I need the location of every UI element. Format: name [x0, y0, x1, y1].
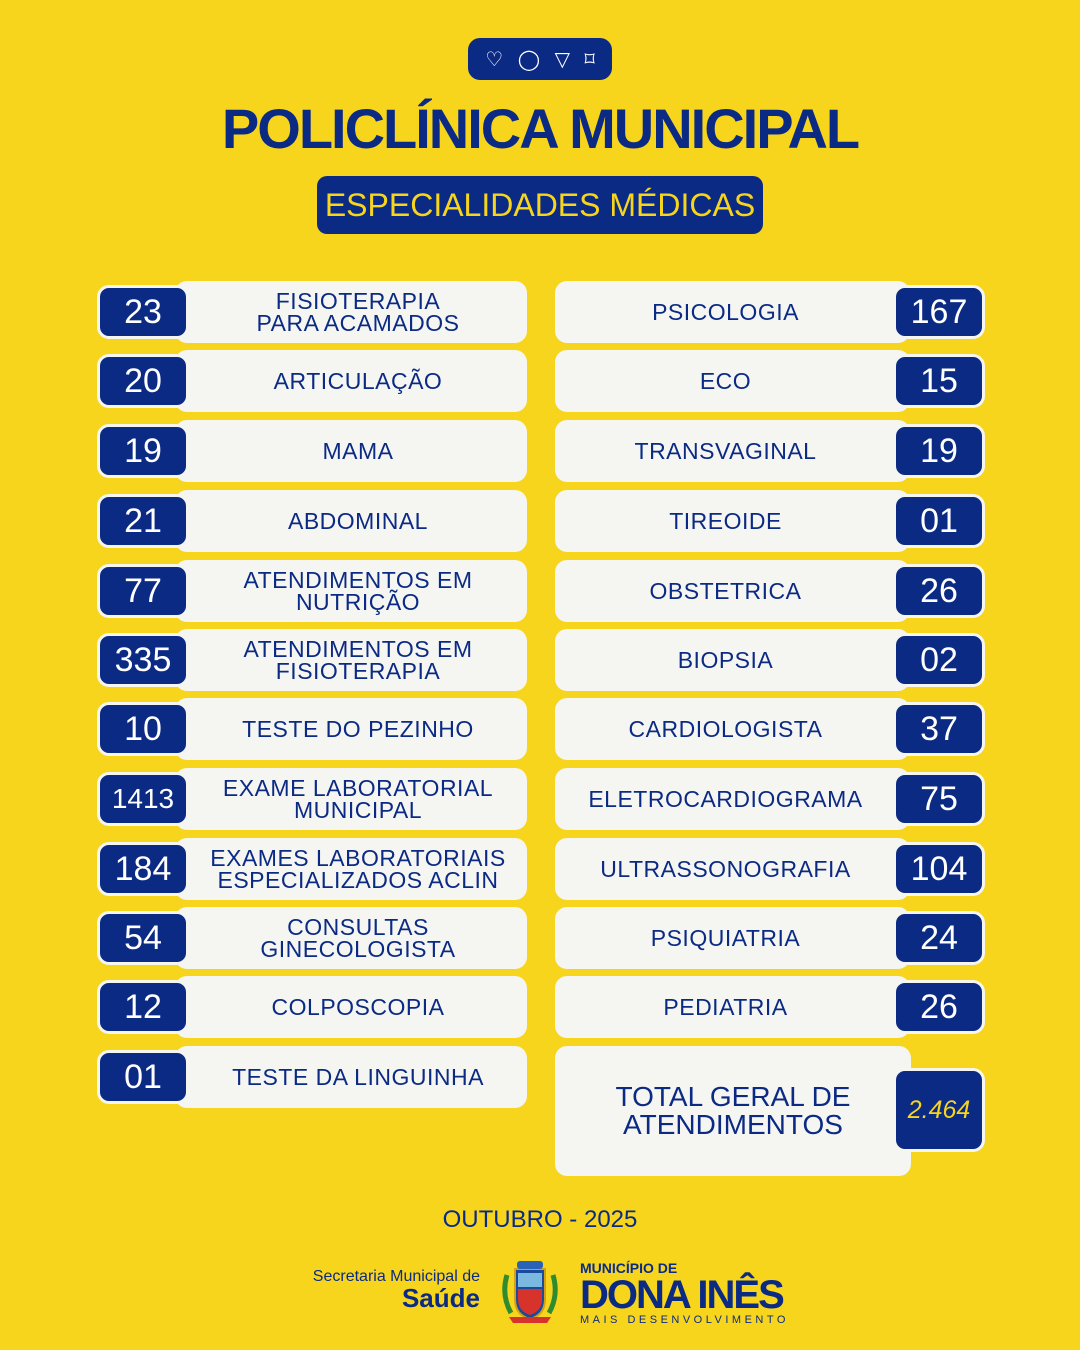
- page-subtitle: ESPECIALIDADES MÉDICAS: [317, 176, 763, 234]
- specialty-label: ECO: [555, 350, 910, 412]
- specialty-count: 77: [97, 564, 189, 618]
- specialty-row: BIOPSIA 02: [555, 629, 985, 691]
- comment-icon: ◯: [517, 47, 541, 71]
- specialty-row: CONSULTAS GINECOLOGISTA 54: [97, 907, 527, 969]
- period: OUTUBRO - 2025: [442, 1206, 638, 1233]
- specialty-row: ATENDIMENTOS EM NUTRIÇÃO 77: [97, 560, 527, 622]
- specialty-label: EXAME LABORATORIAL MUNICIPAL: [175, 768, 527, 830]
- specialty-row: ARTICULAÇÃO 20: [97, 350, 527, 412]
- specialty-row: ULTRASSONOGRAFIA 104: [555, 838, 985, 900]
- specialty-count: 26: [893, 980, 985, 1034]
- social-icons-bar: ♡ ◯ ▽ ⌑: [468, 38, 612, 80]
- specialty-count: 54: [97, 911, 189, 965]
- specialty-row: TESTE DO PEZINHO 10: [97, 698, 527, 760]
- specialty-count: 10: [97, 702, 189, 756]
- specialty-label: TESTE DA LINGUINHA: [175, 1046, 527, 1108]
- specialty-row: MAMA 19: [97, 420, 527, 482]
- specialty-label: ULTRASSONOGRAFIA: [555, 838, 910, 900]
- specialty-label: ATENDIMENTOS EM FISIOTERAPIA: [175, 629, 527, 691]
- specialty-row: PSICOLOGIA 167: [555, 281, 985, 343]
- specialty-row: PEDIATRIA 26: [555, 976, 985, 1038]
- municipio-logo: MUNICÍPIO DE DONA INÊS MAIS DESENVOLVIME…: [580, 1260, 789, 1326]
- specialty-label: ARTICULAÇÃO: [175, 350, 527, 412]
- specialty-label: CARDIOLOGISTA: [555, 698, 910, 760]
- specialty-label: TRANSVAGINAL: [555, 420, 910, 482]
- municipal-crest-icon: [502, 1261, 558, 1323]
- specialty-count: 01: [97, 1050, 189, 1104]
- specialty-label: BIOPSIA: [555, 629, 910, 691]
- specialty-count: 20: [97, 354, 189, 408]
- specialty-label: TESTE DO PEZINHO: [175, 698, 527, 760]
- specialty-label: MAMA: [175, 420, 527, 482]
- specialty-row: ABDOMINAL 21: [97, 490, 527, 552]
- specialty-row: ATENDIMENTOS EM FISIOTERAPIA 335: [97, 629, 527, 691]
- specialty-row: TRANSVAGINAL 19: [555, 420, 985, 482]
- specialty-count: 24: [893, 911, 985, 965]
- specialty-row: TESTE DA LINGUINHA 01: [97, 1046, 527, 1108]
- specialty-label: COLPOSCOPIA: [175, 976, 527, 1038]
- specialty-row: TIREOIDE 01: [555, 490, 985, 552]
- heart-icon: ♡: [485, 47, 504, 71]
- specialty-count: 23: [97, 285, 189, 339]
- specialty-label: EXAMES LABORATORIAIS ESPECIALIZADOS ACLI…: [175, 838, 527, 900]
- specialty-label: ABDOMINAL: [175, 490, 527, 552]
- specialty-count: 19: [893, 424, 985, 478]
- specialty-count: 37: [893, 702, 985, 756]
- specialty-count: 02: [893, 633, 985, 687]
- specialty-label: ATENDIMENTOS EM NUTRIÇÃO: [175, 560, 527, 622]
- specialty-label: PSIQUIATRIA: [555, 907, 910, 969]
- specialty-row: FISIOTERAPIA PARA ACAMADOS 23: [97, 281, 527, 343]
- specialty-count: 19: [97, 424, 189, 478]
- specialty-label: CONSULTAS GINECOLOGISTA: [175, 907, 527, 969]
- specialty-row: ECO 15: [555, 350, 985, 412]
- specialty-count: 167: [893, 285, 985, 339]
- specialty-row: PSIQUIATRIA 24: [555, 907, 985, 969]
- specialty-row: EXAMES LABORATORIAIS ESPECIALIZADOS ACLI…: [97, 838, 527, 900]
- specialty-count: 335: [97, 633, 189, 687]
- specialty-label: PSICOLOGIA: [555, 281, 910, 343]
- specialty-count: 01: [893, 494, 985, 548]
- specialty-label: OBSTETRICA: [555, 560, 910, 622]
- specialty-label: TIREOIDE: [555, 490, 910, 552]
- specialty-count: 12: [97, 980, 189, 1034]
- specialty-count: 104: [893, 842, 985, 896]
- send-icon: ▽: [554, 47, 570, 71]
- total-value: 2.464: [893, 1068, 985, 1152]
- specialty-count: 75: [893, 772, 985, 826]
- specialty-count: 1413: [97, 772, 189, 826]
- specialty-row: OBSTETRICA 26: [555, 560, 985, 622]
- total-label: TOTAL GERAL DE ATENDIMENTOS: [555, 1046, 911, 1176]
- specialty-count: 15: [893, 354, 985, 408]
- specialty-label: PEDIATRIA: [555, 976, 910, 1038]
- bookmark-icon: ⌑: [584, 47, 595, 71]
- specialty-row: EXAME LABORATORIAL MUNICIPAL 1413: [97, 768, 527, 830]
- specialty-count: 184: [97, 842, 189, 896]
- secretaria-logo: Secretaria Municipal de Saúde: [312, 1268, 480, 1313]
- specialty-count: 21: [97, 494, 189, 548]
- specialty-row: CARDIOLOGISTA 37: [555, 698, 985, 760]
- specialty-label: FISIOTERAPIA PARA ACAMADOS: [175, 281, 527, 343]
- page-title: POLICLÍNICA MUNICIPAL: [221, 97, 860, 160]
- specialty-row: COLPOSCOPIA 12: [97, 976, 527, 1038]
- specialty-count: 26: [893, 564, 985, 618]
- specialty-label: ELETROCARDIOGRAMA: [555, 768, 910, 830]
- specialty-row: ELETROCARDIOGRAMA 75: [555, 768, 985, 830]
